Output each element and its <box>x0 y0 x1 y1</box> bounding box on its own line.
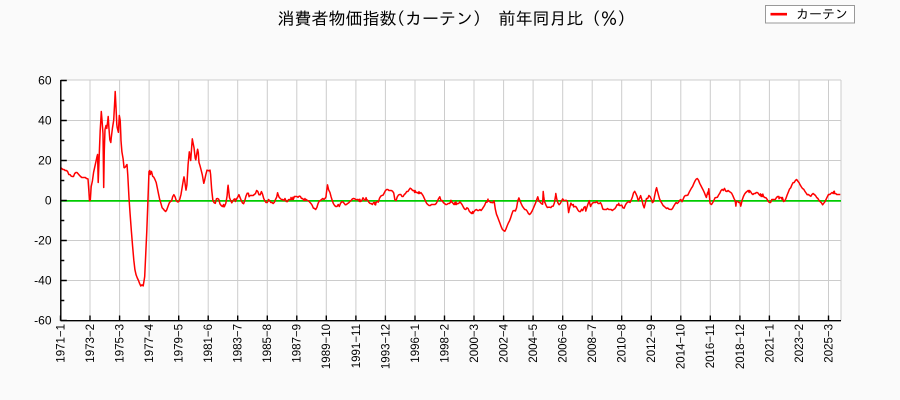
svg-text:1987−9: 1987−9 <box>292 324 304 363</box>
svg-text:1985−8: 1985−8 <box>262 324 274 363</box>
svg-text:1981−6: 1981−6 <box>203 324 215 363</box>
svg-text:2010−8: 2010−8 <box>617 324 629 363</box>
svg-text:40: 40 <box>38 114 52 128</box>
svg-text:2004−5: 2004−5 <box>528 324 540 363</box>
svg-text:-40: -40 <box>34 274 52 288</box>
svg-text:2025−3: 2025−3 <box>823 324 835 363</box>
svg-text:1973−2: 1973−2 <box>85 324 97 363</box>
svg-text:2012−9: 2012−9 <box>646 324 658 363</box>
svg-text:1971−1: 1971−1 <box>55 324 67 363</box>
svg-text:1993−12: 1993−12 <box>380 324 392 369</box>
svg-text:-60: -60 <box>34 314 52 328</box>
svg-text:1996−1: 1996−1 <box>410 324 422 363</box>
svg-text:2014−10: 2014−10 <box>676 324 688 369</box>
svg-text:1975−3: 1975−3 <box>115 324 127 363</box>
svg-text:0: 0 <box>45 194 52 208</box>
svg-text:60: 60 <box>38 74 52 88</box>
svg-text:1979−5: 1979−5 <box>174 324 186 363</box>
svg-text:2023−2: 2023−2 <box>794 324 806 363</box>
svg-text:2016−11: 2016−11 <box>705 324 717 368</box>
svg-text:1989−10: 1989−10 <box>321 324 333 369</box>
svg-text:2006−6: 2006−6 <box>558 324 570 363</box>
svg-text:2021−1: 2021−1 <box>764 324 776 363</box>
svg-text:1991−11: 1991−11 <box>351 324 363 368</box>
svg-text:2018−12: 2018−12 <box>735 324 747 369</box>
svg-text:1983−7: 1983−7 <box>233 324 245 363</box>
svg-text:20: 20 <box>38 154 52 168</box>
svg-text:-20: -20 <box>34 234 52 248</box>
svg-text:1977−4: 1977−4 <box>144 323 156 362</box>
svg-text:2002−4: 2002−4 <box>499 323 511 362</box>
svg-text:1998−2: 1998−2 <box>439 324 451 363</box>
svg-text:2008−7: 2008−7 <box>587 324 599 363</box>
svg-text:2000−3: 2000−3 <box>469 324 481 363</box>
